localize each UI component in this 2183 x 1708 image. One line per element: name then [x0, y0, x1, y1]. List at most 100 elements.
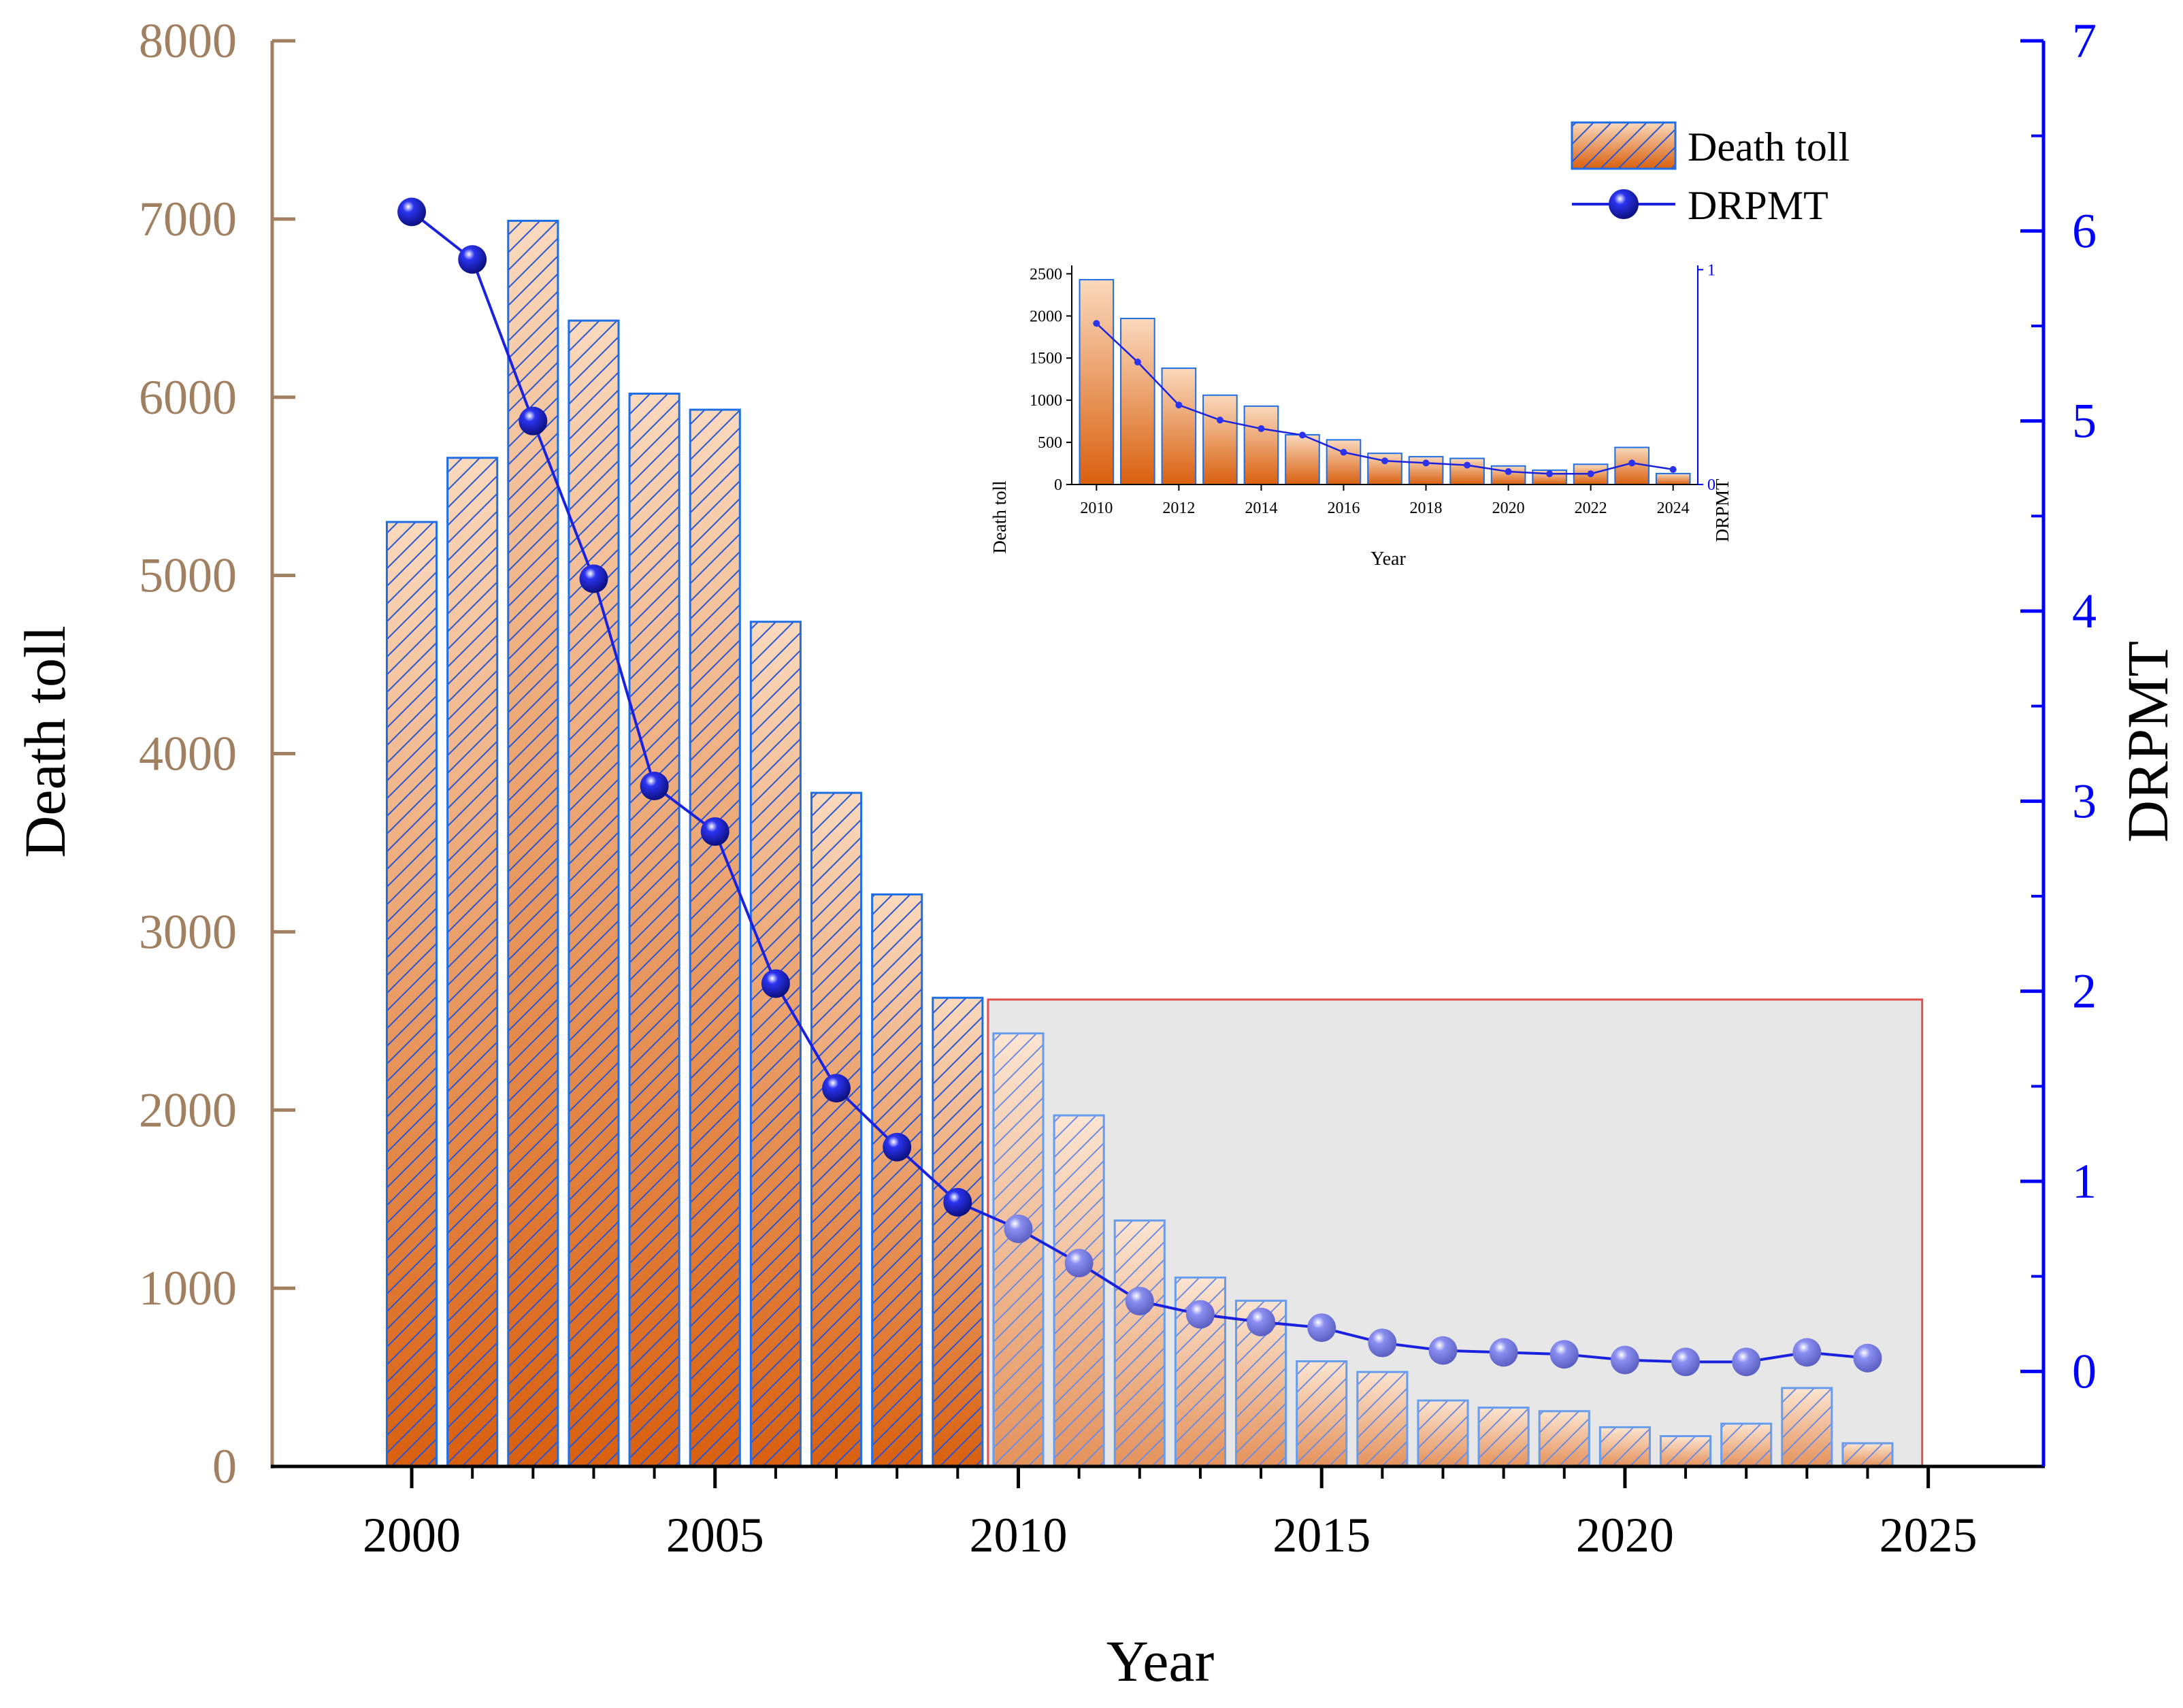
bar-hatch-2024 — [1841, 1442, 1894, 1468]
inset-bar-2010 — [1079, 279, 1115, 485]
inset-left-y-tick-label: 2500 — [1030, 265, 1062, 283]
legend-marker — [1609, 189, 1639, 219]
bar-hatch-2015 — [1296, 1360, 1348, 1468]
bar-hatch-2016 — [1356, 1370, 1409, 1468]
drpmt-point-2022 — [1732, 1347, 1761, 1377]
right-y-axis-label: DRPMT — [2115, 641, 2180, 842]
left-y-tick-label: 5000 — [139, 548, 237, 603]
left-y-tick-label: 4000 — [139, 727, 237, 781]
inset-x-tick-label: 2022 — [1575, 499, 1607, 517]
inset-left-y-tick-label: 2000 — [1030, 308, 1062, 325]
bar-hatch-2000 — [385, 521, 438, 1468]
bar-hatch-2020 — [1598, 1426, 1651, 1468]
left-y-tick-label: 2000 — [139, 1083, 237, 1137]
right-y-tick-label: 7 — [2072, 14, 2097, 68]
inset-drpmt-point-2016 — [1340, 448, 1347, 456]
drpmt-point-2004 — [640, 771, 669, 800]
inset-right-y-tick-label: 0 — [1707, 476, 1716, 494]
drpmt-point-2014 — [1247, 1307, 1276, 1336]
inset-left-y-tick-label: 1000 — [1030, 392, 1062, 410]
drpmt-point-2007 — [822, 1074, 851, 1103]
x-tick-label: 2015 — [1273, 1508, 1370, 1562]
left-y-tick-label: 0 — [212, 1439, 237, 1494]
drpmt-point-2020 — [1610, 1345, 1639, 1375]
right-y-tick-label: 4 — [2072, 584, 2097, 638]
left-y-tick-label: 7000 — [139, 192, 237, 246]
inset-drpmt-point-2014 — [1258, 425, 1265, 432]
inset-drpmt-point-2015 — [1298, 431, 1306, 439]
left-y-tick-label: 8000 — [139, 14, 237, 68]
right-y-tick-label: 6 — [2072, 203, 2097, 258]
drpmt-point-2017 — [1428, 1336, 1458, 1365]
drpmt-point-2011 — [1064, 1249, 1094, 1278]
drpmt-point-2012 — [1125, 1286, 1154, 1315]
drpmt-point-2006 — [761, 969, 790, 998]
bar-hatch-2006 — [749, 621, 802, 1468]
drpmt-point-2010 — [1004, 1214, 1033, 1243]
bar-hatch-2023 — [1781, 1387, 1833, 1468]
legend-label-drpmt: DRPMT — [1688, 183, 1828, 228]
inset-drpmt-point-2021 — [1546, 470, 1554, 478]
inset-x-tick-label: 2020 — [1492, 499, 1525, 517]
inset-bar-2012 — [1161, 367, 1197, 485]
right-y-tick-label: 2 — [2072, 964, 2097, 1019]
inset-x-tick-label: 2018 — [1410, 499, 1443, 517]
inset-drpmt-point-2023 — [1628, 459, 1636, 467]
main-bars — [385, 219, 1894, 1468]
inset-bar-2014 — [1243, 405, 1279, 485]
drpmt-point-2016 — [1368, 1328, 1397, 1358]
drpmt-point-2003 — [579, 564, 608, 593]
right-y-tick-label: 3 — [2072, 774, 2097, 828]
inset-chart: 0 500 1000 1500 2000 2500 2010 2012 2014 2016 2018… — [989, 261, 1733, 570]
inset-drpmt-point-2018 — [1422, 459, 1430, 467]
drpmt-point-2018 — [1489, 1338, 1518, 1367]
inset-axes: 0 500 1000 1500 2000 2500 2010 2012 2014 2016 2018… — [1030, 261, 1716, 517]
left-y-axis-label: Death toll — [12, 625, 78, 858]
drpmt-point-2009 — [943, 1187, 972, 1217]
inset-drpmt-point-2022 — [1587, 470, 1594, 478]
inset-x-tick-label: 2024 — [1657, 499, 1690, 517]
left-y-tick-label: 1000 — [139, 1261, 237, 1315]
inset-drpmt-point-2019 — [1464, 461, 1471, 469]
left-y-tick-label: 6000 — [139, 370, 237, 425]
legend-label-death-toll: Death toll — [1688, 125, 1850, 169]
drpmt-point-2023 — [1792, 1338, 1822, 1367]
bar-hatch-2009 — [932, 996, 984, 1468]
inset-bar-2013 — [1202, 394, 1238, 485]
bar-hatch-2011 — [1053, 1114, 1105, 1468]
x-tick-label: 2000 — [363, 1508, 461, 1562]
inset-drpmt-point-2024 — [1669, 465, 1677, 473]
bar-hatch-2022 — [1720, 1422, 1773, 1468]
inset-x-tick-label: 2010 — [1080, 499, 1113, 517]
x-tick-label: 2005 — [666, 1508, 764, 1562]
inset-drpmt-point-2017 — [1381, 457, 1388, 465]
highlight-overlay — [987, 998, 1924, 1468]
right-y-tick-label: 1 — [2072, 1154, 2097, 1209]
bar-hatch-2003 — [568, 319, 620, 1468]
drpmt-point-2024 — [1853, 1343, 1882, 1373]
left-y-tick-label: 3000 — [139, 904, 237, 959]
inset-x-axis-label: Year — [1370, 548, 1406, 570]
inset-x-tick-label: 2012 — [1162, 499, 1195, 517]
inset-left-y-tick-label: 1500 — [1030, 350, 1062, 367]
drpmt-point-2005 — [700, 817, 729, 847]
inset-left-y-tick-label: 0 — [1054, 476, 1062, 494]
legend: Death toll DRPMT — [1571, 121, 1850, 228]
inset-bar-2011 — [1120, 318, 1155, 485]
x-tick-label: 2025 — [1880, 1508, 1977, 1562]
bar-hatch-2021 — [1660, 1434, 1712, 1468]
highlight-box-veil — [987, 998, 1924, 1468]
bar-hatch-2012 — [1113, 1219, 1166, 1468]
inset-right-y-tick-label: 1 — [1707, 261, 1716, 279]
x-axis-label: Year — [1106, 1628, 1214, 1694]
bar-hatch-2008 — [871, 893, 923, 1468]
right-y-tick-label: 5 — [2072, 394, 2097, 448]
inset-drpmt-point-2012 — [1175, 401, 1183, 409]
drpmt-point-2002 — [519, 406, 548, 436]
drpmt-point-2021 — [1671, 1347, 1701, 1377]
drpmt-point-2000 — [397, 197, 427, 227]
inset-drpmt-point-2020 — [1505, 468, 1512, 476]
